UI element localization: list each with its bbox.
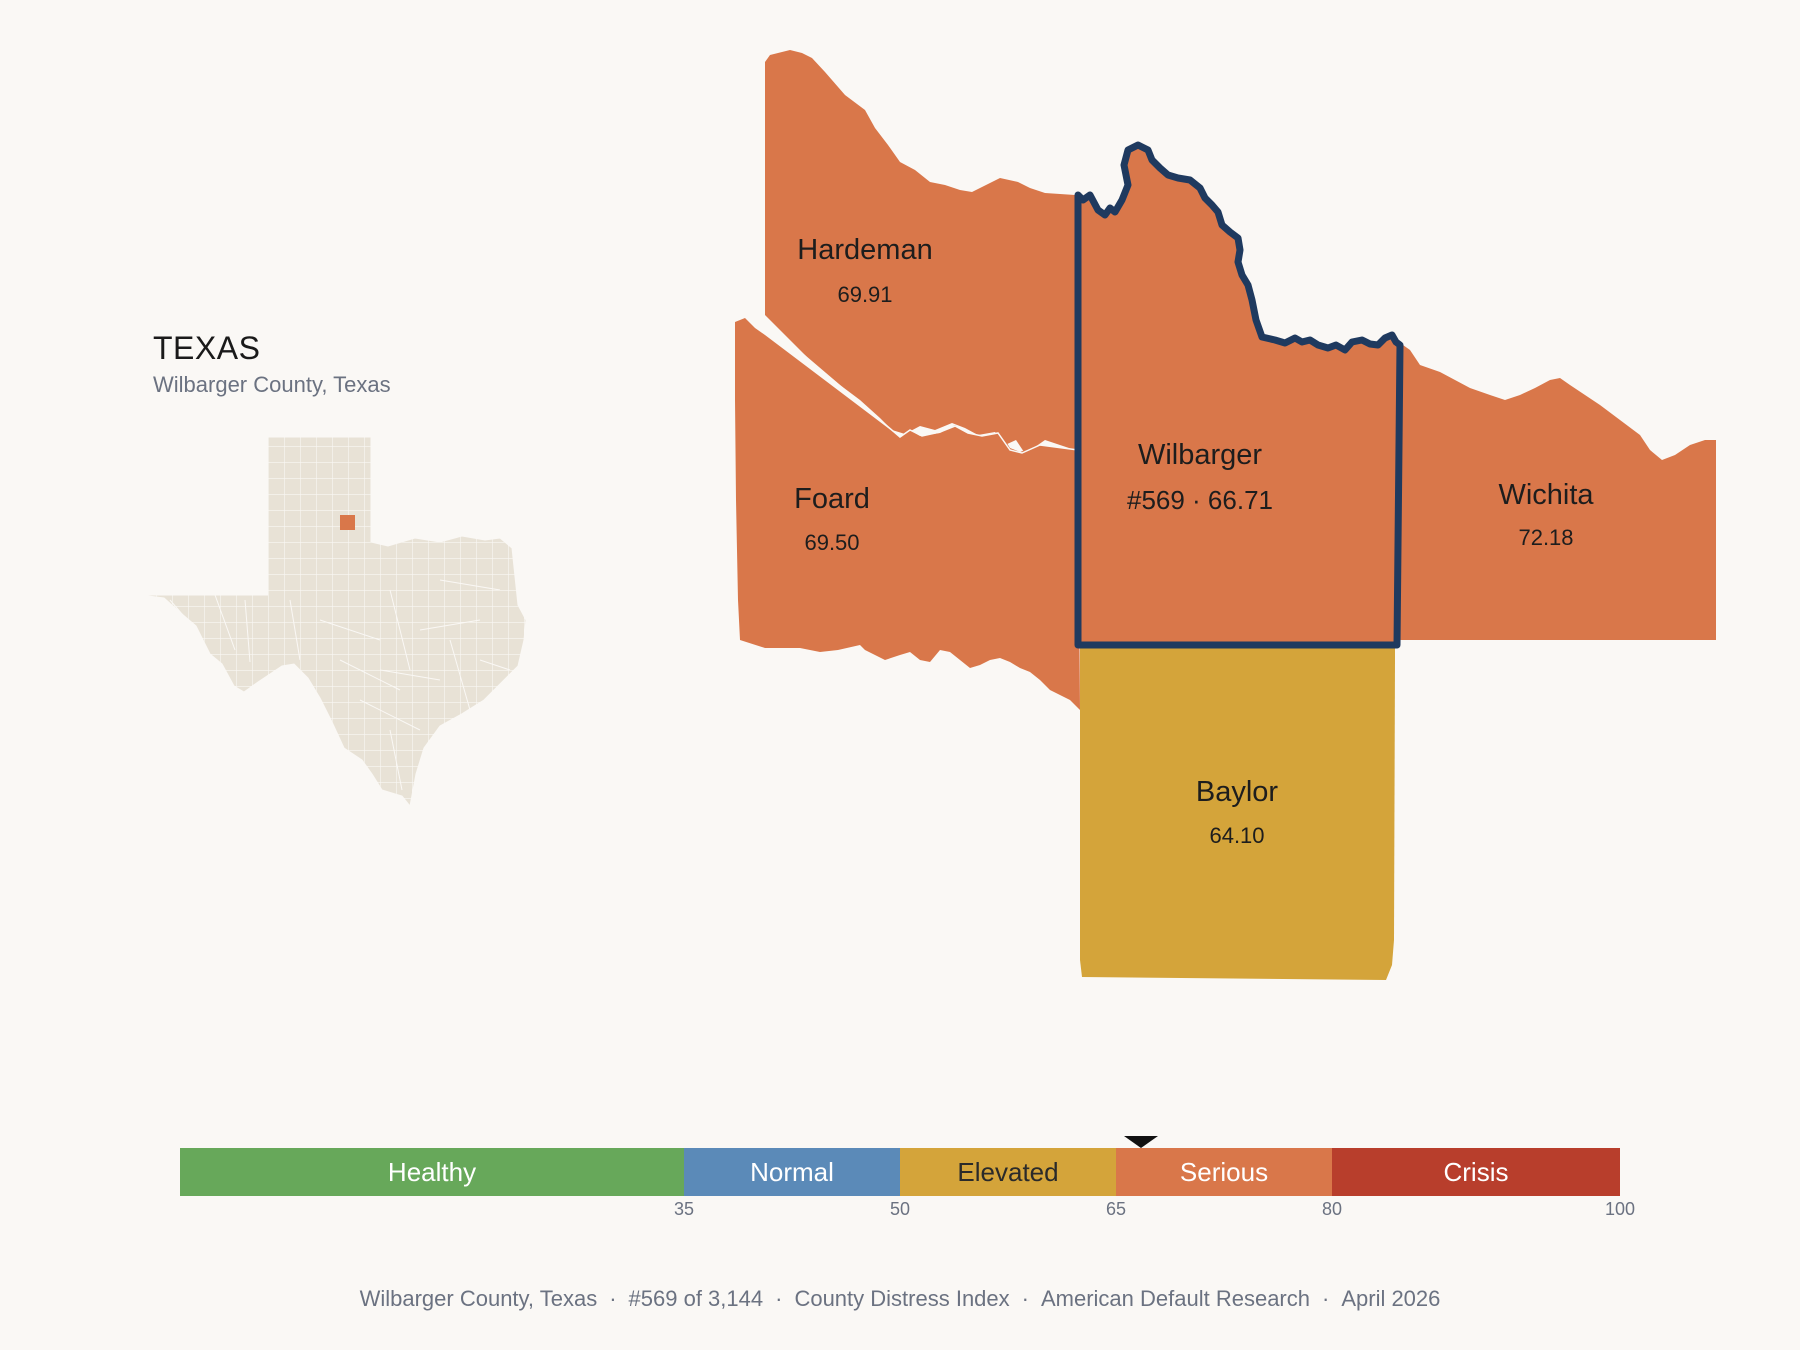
distress-legend: Healthy Normal Elevated Serious Crisis [180, 1148, 1620, 1196]
legend-segment-crisis: Crisis [1332, 1148, 1620, 1196]
wilbarger-outline [1074, 141, 1404, 649]
footer-publisher: American Default Research [1040, 1286, 1310, 1311]
texas-inset-map [140, 436, 527, 808]
footer-county: Wilbarger County, Texas [359, 1286, 598, 1311]
county-wichita[interactable] [1385, 337, 1716, 640]
legend-segment-healthy: Healthy [180, 1148, 684, 1196]
state-title: TEXAS [153, 330, 261, 366]
legend-tick-80: 80 [1321, 1199, 1343, 1219]
footer: Wilbarger County, Texas · #569 of 3,144 · Co… [0, 1286, 1800, 1312]
footer-date: April 2026 [1341, 1286, 1441, 1311]
footer-index: County Distress Index [794, 1286, 1010, 1311]
footer-separator: · [775, 1286, 783, 1311]
county-label-wilbarger: Wilbarger [1138, 439, 1262, 471]
county-map: Hardeman 69.91 Foard 69.50 Wilbarger #56… [735, 50, 1716, 980]
legend-segment-serious: Serious [1116, 1148, 1332, 1196]
county-baylor[interactable] [1080, 645, 1395, 980]
footer-separator: · [609, 1286, 617, 1311]
legend-tick-50: 50 [889, 1199, 911, 1219]
county-label-hardeman: Hardeman [797, 234, 932, 266]
county-value-wichita: 72.18 [1518, 525, 1573, 550]
footer-separator: · [1322, 1286, 1330, 1311]
county-label-foard: Foard [794, 483, 870, 515]
county-value-wilbarger: #569 · 66.71 [1127, 485, 1273, 515]
county-hardeman[interactable] [765, 50, 1075, 452]
legend-tick-65: 65 [1105, 1199, 1127, 1219]
texas-state-shape [140, 436, 527, 808]
county-wilbarger[interactable] [1076, 145, 1400, 645]
county-value-foard: 69.50 [804, 530, 859, 555]
county-foard[interactable] [735, 318, 1080, 710]
legend-tick-35: 35 [673, 1199, 695, 1219]
county-label-wichita: Wichita [1498, 479, 1594, 511]
current-value-marker [1123, 1136, 1158, 1148]
footer-separator: · [1021, 1286, 1029, 1311]
legend-segment-normal: Normal [684, 1148, 900, 1196]
hardeman-foard-border [764, 321, 1079, 454]
legend-tick-100: 100 [1604, 1199, 1636, 1219]
legend-segment-elevated: Elevated [900, 1148, 1116, 1196]
wilbarger-inset-highlight [340, 515, 355, 530]
footer-rank: #569 of 3,144 [628, 1286, 764, 1311]
state-subtitle: Wilbarger County, Texas [153, 372, 391, 397]
county-value-baylor: 64.10 [1209, 823, 1264, 848]
county-value-hardeman: 69.91 [837, 282, 892, 307]
county-label-baylor: Baylor [1196, 776, 1279, 808]
